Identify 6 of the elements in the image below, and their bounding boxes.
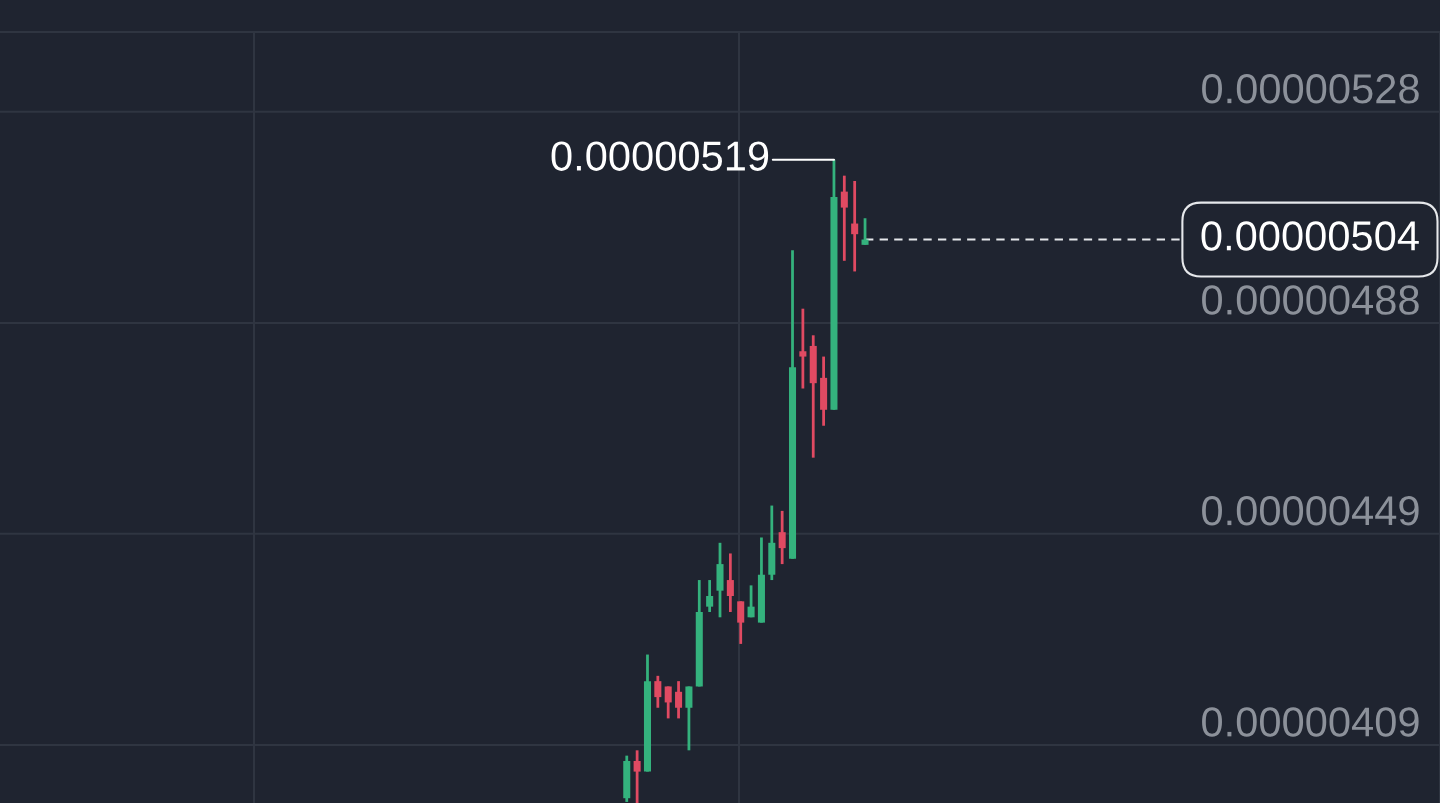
ref-line-label: 0.00000504 — [1201, 221, 1419, 251]
y-tick-label: 0.00000488 — [1202, 285, 1419, 315]
y-tick-label: 0.00000449 — [1202, 496, 1419, 526]
y-tick-label: 0.00000409 — [1202, 707, 1419, 737]
y-tick-label: 0.00000528 — [1202, 74, 1419, 104]
annotation: 0.00000519 — [551, 141, 769, 171]
